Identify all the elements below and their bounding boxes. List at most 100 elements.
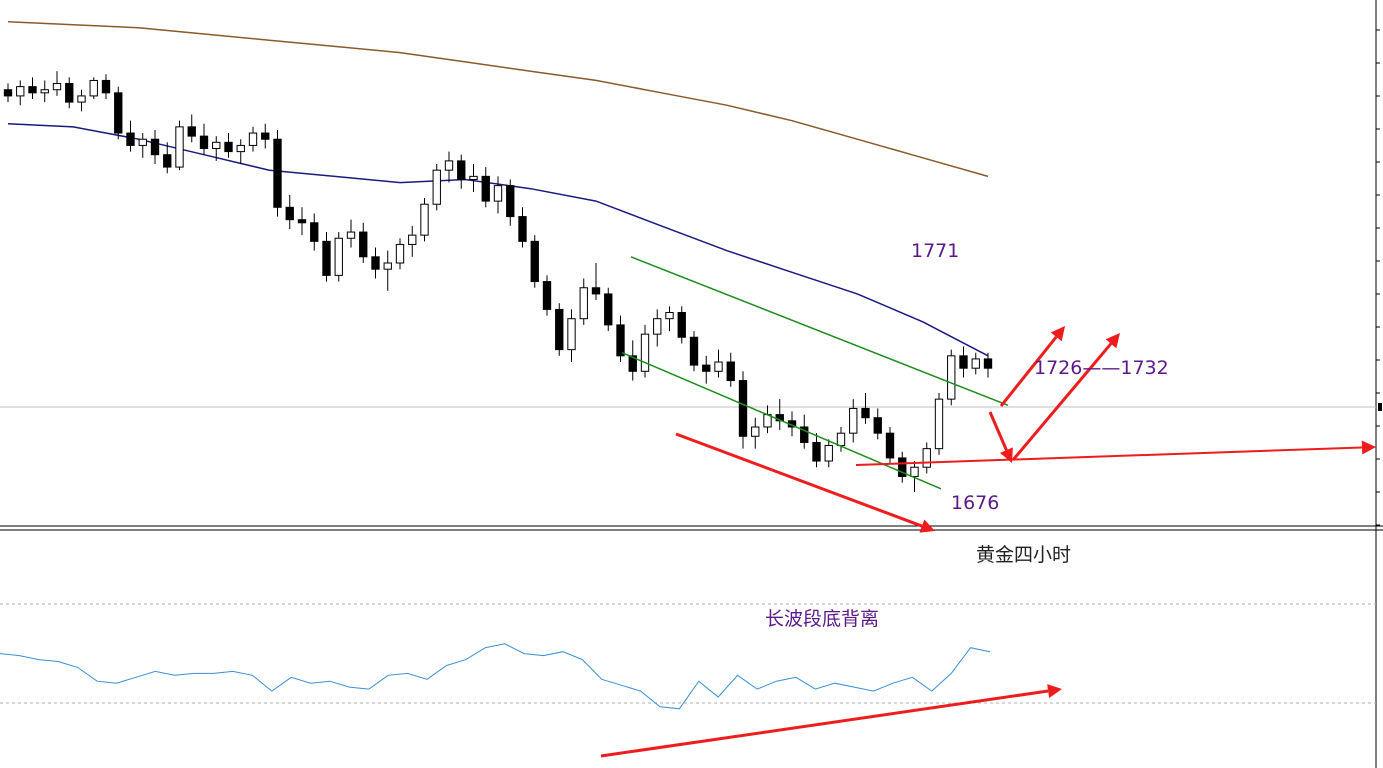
candle [885, 426, 895, 465]
candle [567, 309, 576, 363]
candle [640, 324, 650, 378]
candle [714, 349, 723, 378]
candle [738, 371, 748, 449]
candle [702, 355, 711, 384]
candle [359, 222, 368, 263]
candle [481, 167, 490, 208]
candle [175, 120, 184, 171]
candle [52, 71, 62, 96]
candle [665, 306, 674, 332]
candle [922, 442, 931, 474]
candle [28, 77, 37, 100]
candle [297, 207, 307, 236]
candle [138, 133, 147, 158]
candle [775, 399, 784, 431]
ma-long-line [7, 20, 989, 178]
candle [518, 207, 527, 248]
candle [322, 232, 331, 282]
candle [469, 163, 478, 192]
candle [248, 126, 258, 152]
candle [89, 77, 98, 100]
candle [689, 331, 699, 372]
candle [285, 194, 294, 229]
candle [346, 219, 356, 248]
oscillator-panel [0, 530, 1377, 768]
descending-channel [621, 256, 1009, 490]
candle [408, 225, 417, 257]
candle [763, 405, 772, 434]
candle [493, 176, 503, 214]
channel-top-line [630, 256, 1009, 407]
annotation-1676: 1676 [951, 492, 999, 514]
candle [653, 309, 662, 347]
candle [261, 123, 270, 149]
candle [616, 315, 625, 363]
oscillator-line [0, 643, 991, 710]
candle [187, 114, 196, 143]
candle [898, 451, 907, 483]
current-price-marker [1378, 403, 1382, 411]
candle [677, 306, 686, 344]
candle [383, 250, 392, 291]
candle [114, 86, 123, 140]
candle [604, 287, 613, 332]
candle [150, 129, 160, 164]
candle [224, 133, 233, 158]
candle [334, 232, 343, 282]
candle [947, 349, 956, 406]
candle [40, 80, 49, 103]
candle [628, 340, 637, 381]
candle [310, 213, 319, 251]
candle [395, 238, 405, 270]
candle [16, 80, 25, 106]
candle [420, 198, 429, 242]
up-arrow-2 [1011, 333, 1120, 461]
pullback-arrow [988, 411, 1013, 463]
candle [579, 278, 588, 325]
price-axis-ticks [1376, 29, 1380, 526]
up-arrow-1 [999, 326, 1065, 407]
candle [457, 154, 466, 189]
candle [432, 163, 441, 211]
annotation-1771: 1771 [911, 240, 959, 262]
divergence-arrow [600, 684, 1062, 758]
down-trend-arrow [675, 432, 935, 533]
candle [65, 77, 74, 109]
projection-arrows [675, 326, 1376, 533]
divergence-label: 长波段底背离 [765, 608, 879, 630]
candle [77, 89, 86, 112]
candle [555, 303, 564, 356]
candle [824, 439, 833, 468]
candle [199, 123, 209, 155]
candle [530, 235, 539, 288]
candle [812, 433, 821, 468]
candle [273, 129, 282, 217]
candle [861, 392, 870, 424]
candle [212, 136, 221, 161]
candle [934, 392, 944, 455]
candle [542, 275, 552, 316]
channel-bottom-line [621, 352, 942, 490]
candle [800, 414, 809, 449]
candle [959, 346, 968, 378]
candle [371, 247, 380, 279]
candles [3, 71, 993, 492]
candle [971, 352, 980, 375]
instrument-label: 黄金四小时 [976, 544, 1071, 566]
candle [983, 352, 993, 378]
candle [506, 179, 515, 226]
price-panel [0, 0, 1383, 533]
candle [751, 417, 760, 449]
candle [101, 74, 111, 100]
horizontal-support-arrow [855, 440, 1376, 466]
candle [591, 263, 601, 301]
candle [873, 408, 882, 440]
candle [849, 399, 858, 443]
candle [726, 352, 735, 387]
annotation-target: 1726——1732 [1034, 357, 1169, 379]
candle [910, 461, 919, 492]
candle [444, 151, 454, 183]
candle [3, 83, 13, 103]
candle [163, 142, 172, 174]
